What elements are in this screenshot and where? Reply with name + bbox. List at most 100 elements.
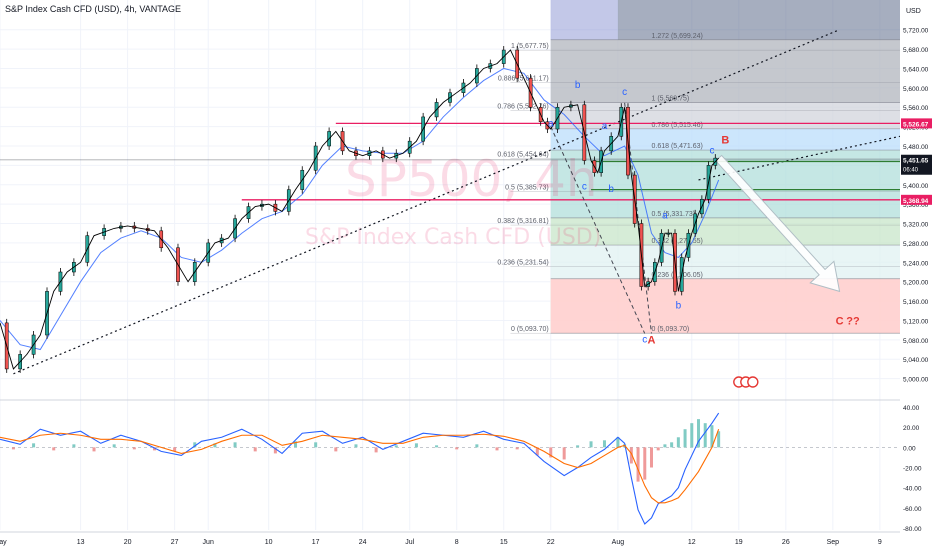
macd-histogram-bar (549, 447, 553, 458)
macd-histogram-bar (656, 447, 660, 451)
watermark-layer: SP500, 4h S&P Index Cash CFD (USD) (305, 150, 601, 250)
macd-histogram-bar (495, 447, 499, 451)
macd-histogram-bar (629, 447, 633, 464)
fib-zone (550, 217, 900, 246)
macd-histogram-bar (649, 447, 653, 468)
y-tick-label: 5,400.00 (903, 183, 929, 190)
macd-histogram-bar (374, 447, 378, 453)
macd-histogram-bar (414, 443, 418, 448)
price-layer (0, 46, 720, 373)
x-tick-label: 12 (688, 539, 696, 546)
watermark-description: S&P Index Cash CFD (USD) (305, 225, 601, 250)
macd-histogram-bar (663, 444, 667, 448)
trendline (698, 135, 901, 181)
macd-histogram-bar (354, 444, 358, 448)
x-tick-label: 20 (124, 539, 132, 546)
y-tick-label: 5,720.00 (903, 28, 929, 35)
y-ticks-layer: 5,000.00 5,040.00 5,080.00 5,120.00 5,160.00… (901, 28, 932, 533)
wave-label: c (622, 87, 627, 98)
y-tick-label: 5,040.00 (903, 357, 929, 364)
wave-label: C (836, 315, 844, 327)
macd-y-tick-label: -40.00 (903, 486, 922, 493)
x-tick-label: 10 (265, 539, 273, 546)
fib-left-level-label: 0.886 (5,611.17) (498, 75, 549, 82)
fib-left-level-label: 0.5 (5,385.73) (505, 185, 549, 192)
y-tick-label: 5,480.00 (903, 144, 929, 151)
fib-right-level-label: 1.272 (5,699.24) (651, 33, 702, 40)
macd-histogram-bar (690, 423, 694, 448)
y-tick-label: 5,160.00 (903, 299, 929, 306)
macd-layer (0, 412, 900, 525)
macd-line (0, 412, 720, 525)
macd-histogram-bar (233, 442, 237, 448)
fib-zone (550, 39, 900, 103)
macd-y-tick-label: 40.00 (903, 405, 920, 412)
x-tick-label: 22 (547, 539, 555, 546)
macd-histogram-bar (173, 447, 177, 452)
macd-histogram-bar (394, 445, 398, 448)
fib-right-level-label: 0.786 (5,515.46) (651, 122, 702, 129)
x-tick-label: 13 (77, 539, 85, 546)
price-badge-sublabel: 06:40 (903, 168, 919, 174)
macd-histogram-bar (52, 447, 56, 451)
macd-histogram-bar (193, 442, 197, 448)
wave-label: a (548, 119, 554, 130)
x-tick-label: 8 (455, 539, 459, 546)
wave-label: B (721, 135, 729, 147)
wave-label: c (582, 182, 587, 193)
macd-histogram-bar (576, 445, 580, 448)
fib-left-level-label: 0.786 (5,552.76) (497, 104, 548, 111)
macd-histogram-bar (562, 447, 566, 460)
y-tick-label: 5,080.00 (903, 338, 929, 345)
wave-dashed-line (550, 126, 646, 334)
x-tick-label: Sep (827, 539, 840, 546)
macd-histogram-bar (602, 440, 606, 448)
fib-left-level-label: 0.382 (5,316.81) (497, 218, 548, 225)
wave-label: a (662, 211, 668, 222)
price-badge-label: 5,368.94 (903, 198, 929, 205)
macd-histogram-bar (334, 447, 338, 452)
macd-histogram-bar (515, 447, 519, 450)
chart-title: S&P Index Cash CFD (USD), 4h, VANTAGE (5, 4, 181, 14)
y-tick-label: 5,640.00 (903, 66, 929, 73)
header-layer: S&P Index Cash CFD (USD), 4h, VANTAGE US… (5, 0, 932, 550)
fib-right-level-label: 0 (5,093.70) (651, 326, 689, 333)
y-tick-label: 5,560.00 (903, 105, 929, 112)
fib-zone-bottom (550, 278, 900, 334)
wave-label: b (608, 184, 614, 195)
y-tick-label: 5,680.00 (903, 47, 929, 54)
fib-top-zone-right (617, 0, 900, 40)
wave-label: b (575, 80, 581, 91)
wave-label: b (676, 300, 682, 311)
macd-histogram-bar (703, 423, 707, 448)
y-tick-label: 5,600.00 (903, 86, 929, 93)
fib-left-level-label: 0.618 (5,454.64) (497, 151, 548, 158)
fib-right-level-label: 0.382 (5,275.55) (651, 238, 702, 245)
y-tick-label: 5,120.00 (903, 318, 929, 325)
event-icon (747, 376, 759, 388)
macd-histogram-bar (643, 447, 647, 480)
projection-arrow (714, 154, 841, 293)
macd-histogram-bar (11, 447, 15, 450)
y-tick-label: 5,360.00 (903, 202, 929, 209)
x-tick-label: 19 (735, 539, 743, 546)
fib-right-level-label: 0.5 (5,331.73) (651, 211, 695, 218)
fib-zone (550, 102, 900, 129)
signal-line (0, 429, 720, 504)
macd-y-tick-label: -20.00 (903, 466, 922, 473)
y-tick-label: 5,320.00 (903, 222, 929, 229)
price-badge (901, 118, 932, 129)
macd-histogram-bar (314, 442, 318, 448)
macd-histogram-bar (253, 447, 257, 452)
macd-histogram-bar (616, 437, 620, 448)
fib-left-level-label: 0 (5,093.70) (511, 326, 549, 333)
x-tick-label: 27 (171, 539, 179, 546)
fib-top-zone-left (550, 0, 618, 40)
wave-label: a (602, 121, 608, 132)
macd-histogram-bar (32, 443, 36, 448)
wave-label: c (709, 145, 714, 156)
macd-histogram-bar (72, 444, 76, 448)
fib-right-level-label: 0.236 (5,206.05) (651, 272, 702, 279)
